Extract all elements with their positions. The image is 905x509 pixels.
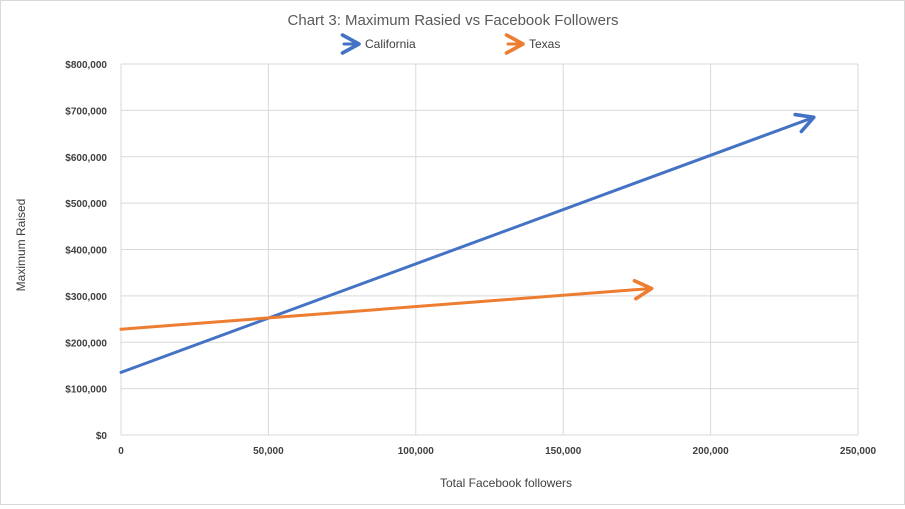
legend: California Texas — [340, 33, 560, 55]
x-tick-label: 0 — [118, 446, 124, 457]
y-tick-label: $0 — [96, 431, 108, 442]
x-axis-label: Total Facebook followers — [440, 476, 572, 490]
x-gridlines — [120, 64, 859, 435]
legend-label-california: California — [365, 37, 416, 51]
y-tick-label: $500,000 — [65, 199, 107, 210]
legend-label-texas: Texas — [529, 37, 560, 51]
x-tick-labels: 0 50,000 100,000 150,000 200,000 250,000 — [118, 446, 876, 457]
x-tick-label: 200,000 — [693, 446, 730, 457]
series-line-texas — [119, 278, 654, 331]
y-axis-label: Maximum Raised — [14, 199, 28, 292]
y-tick-label: $300,000 — [65, 292, 107, 303]
series-line-california — [119, 112, 816, 374]
x-tick-label: 100,000 — [398, 446, 435, 457]
x-tick-label: 50,000 — [253, 446, 284, 457]
x-tick-label: 150,000 — [545, 446, 582, 457]
y-tick-label: $400,000 — [65, 246, 107, 257]
y-tick-label: $700,000 — [65, 106, 107, 117]
y-gridlines — [121, 63, 858, 436]
y-tick-label: $800,000 — [65, 60, 107, 71]
y-tick-label: $100,000 — [65, 385, 107, 396]
x-tick-label: 250,000 — [840, 446, 877, 457]
series-lines — [119, 112, 816, 374]
y-tick-label: $200,000 — [65, 338, 107, 349]
y-tick-labels: $0 $100,000 $200,000 $300,000 $400,000 $500,0… — [65, 60, 107, 442]
chart-title: Chart 3: Maximum Rasied vs Facebook Foll… — [288, 12, 619, 29]
y-tick-label: $600,000 — [65, 153, 107, 164]
